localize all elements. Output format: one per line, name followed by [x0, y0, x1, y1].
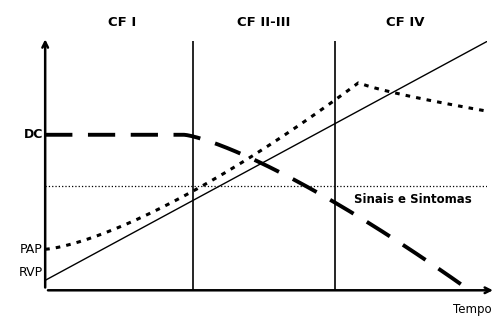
Text: CF IV: CF IV: [385, 16, 424, 29]
Text: CF I: CF I: [108, 16, 136, 29]
Text: RVP: RVP: [19, 266, 43, 279]
Text: Sinais e Sintomas: Sinais e Sintomas: [354, 193, 471, 206]
Text: Tempo: Tempo: [452, 303, 490, 316]
Text: CF II-III: CF II-III: [236, 16, 290, 29]
Text: PAP: PAP: [20, 243, 43, 256]
Text: DC: DC: [24, 128, 43, 141]
